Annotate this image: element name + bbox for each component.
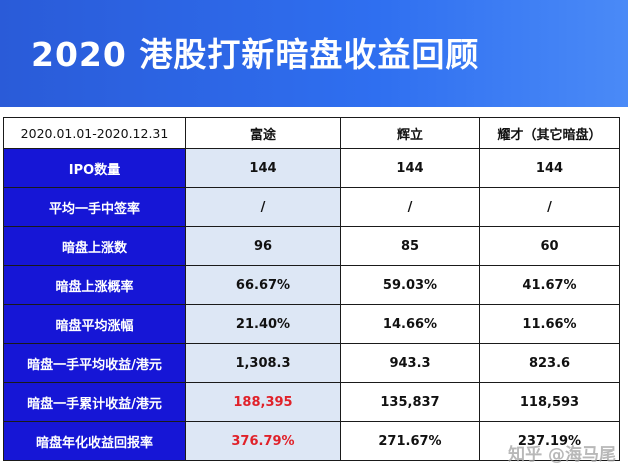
table-row: 暗盘上涨数 96 85 60	[3, 226, 620, 266]
header-row: 2020.01.01-2020.12.31 富途 辉立 耀才（其它暗盘）	[3, 117, 620, 149]
phillip-cell: 85	[340, 226, 480, 266]
column-header-futu: 富途	[185, 117, 341, 149]
bright-cell: /	[479, 187, 620, 227]
ipo-returns-table: 2020.01.01-2020.12.31 富途 辉立 耀才（其它暗盘） IPO…	[3, 117, 620, 461]
phillip-cell: 135,837	[340, 382, 480, 422]
table-row: 暗盘上涨概率 66.67% 59.03% 41.67%	[3, 265, 620, 305]
row-label: IPO数量	[3, 148, 186, 188]
futu-cell: 66.67%	[185, 265, 341, 305]
phillip-cell: 271.67%	[340, 421, 480, 461]
futu-cell: /	[185, 187, 341, 227]
table-row: 暗盘年化收益回报率 376.79% 271.67% 237.19%	[3, 421, 620, 461]
table-row: 暗盘一手平均收益/港元 1,308.3 943.3 823.6	[3, 343, 620, 383]
bright-cell: 823.6	[479, 343, 620, 383]
title-banner: 2020 港股打新暗盘收益回顾	[0, 0, 628, 107]
phillip-cell: 144	[340, 148, 480, 188]
futu-cell: 1,308.3	[185, 343, 341, 383]
row-label: 暗盘平均涨幅	[3, 304, 186, 344]
row-label: 暗盘年化收益回报率	[3, 421, 186, 461]
row-label: 暗盘一手平均收益/港元	[3, 343, 186, 383]
futu-cell: 21.40%	[185, 304, 341, 344]
phillip-cell: 59.03%	[340, 265, 480, 305]
phillip-cell: 943.3	[340, 343, 480, 383]
bright-cell: 11.66%	[479, 304, 620, 344]
period-header: 2020.01.01-2020.12.31	[3, 117, 186, 149]
watermark: 知乎 @海马尾	[508, 445, 616, 465]
table-row: IPO数量 144 144 144	[3, 148, 620, 188]
futu-cell: 144	[185, 148, 341, 188]
table-row: 平均一手中签率 / / /	[3, 187, 620, 227]
table-row: 暗盘平均涨幅 21.40% 14.66% 11.66%	[3, 304, 620, 344]
futu-cell-highlight: 376.79%	[185, 421, 341, 461]
bright-cell: 237.19%	[479, 421, 620, 461]
bright-cell: 41.67%	[479, 265, 620, 305]
phillip-cell: /	[340, 187, 480, 227]
column-header-bright: 耀才（其它暗盘）	[479, 117, 620, 149]
table-row: 暗盘一手累计收益/港元 188,395 135,837 118,593	[3, 382, 620, 422]
futu-cell-highlight: 188,395	[185, 382, 341, 422]
row-label: 暗盘一手累计收益/港元	[3, 382, 186, 422]
row-label: 暗盘上涨数	[3, 226, 186, 266]
phillip-cell: 14.66%	[340, 304, 480, 344]
bright-cell: 118,593	[479, 382, 620, 422]
futu-cell: 96	[185, 226, 341, 266]
bright-cell: 144	[479, 148, 620, 188]
column-header-phillip: 辉立	[340, 117, 480, 149]
row-label: 暗盘上涨概率	[3, 265, 186, 305]
bright-cell: 60	[479, 226, 620, 266]
page-title: 2020 港股打新暗盘收益回顾	[31, 35, 480, 74]
row-label: 平均一手中签率	[3, 187, 186, 227]
